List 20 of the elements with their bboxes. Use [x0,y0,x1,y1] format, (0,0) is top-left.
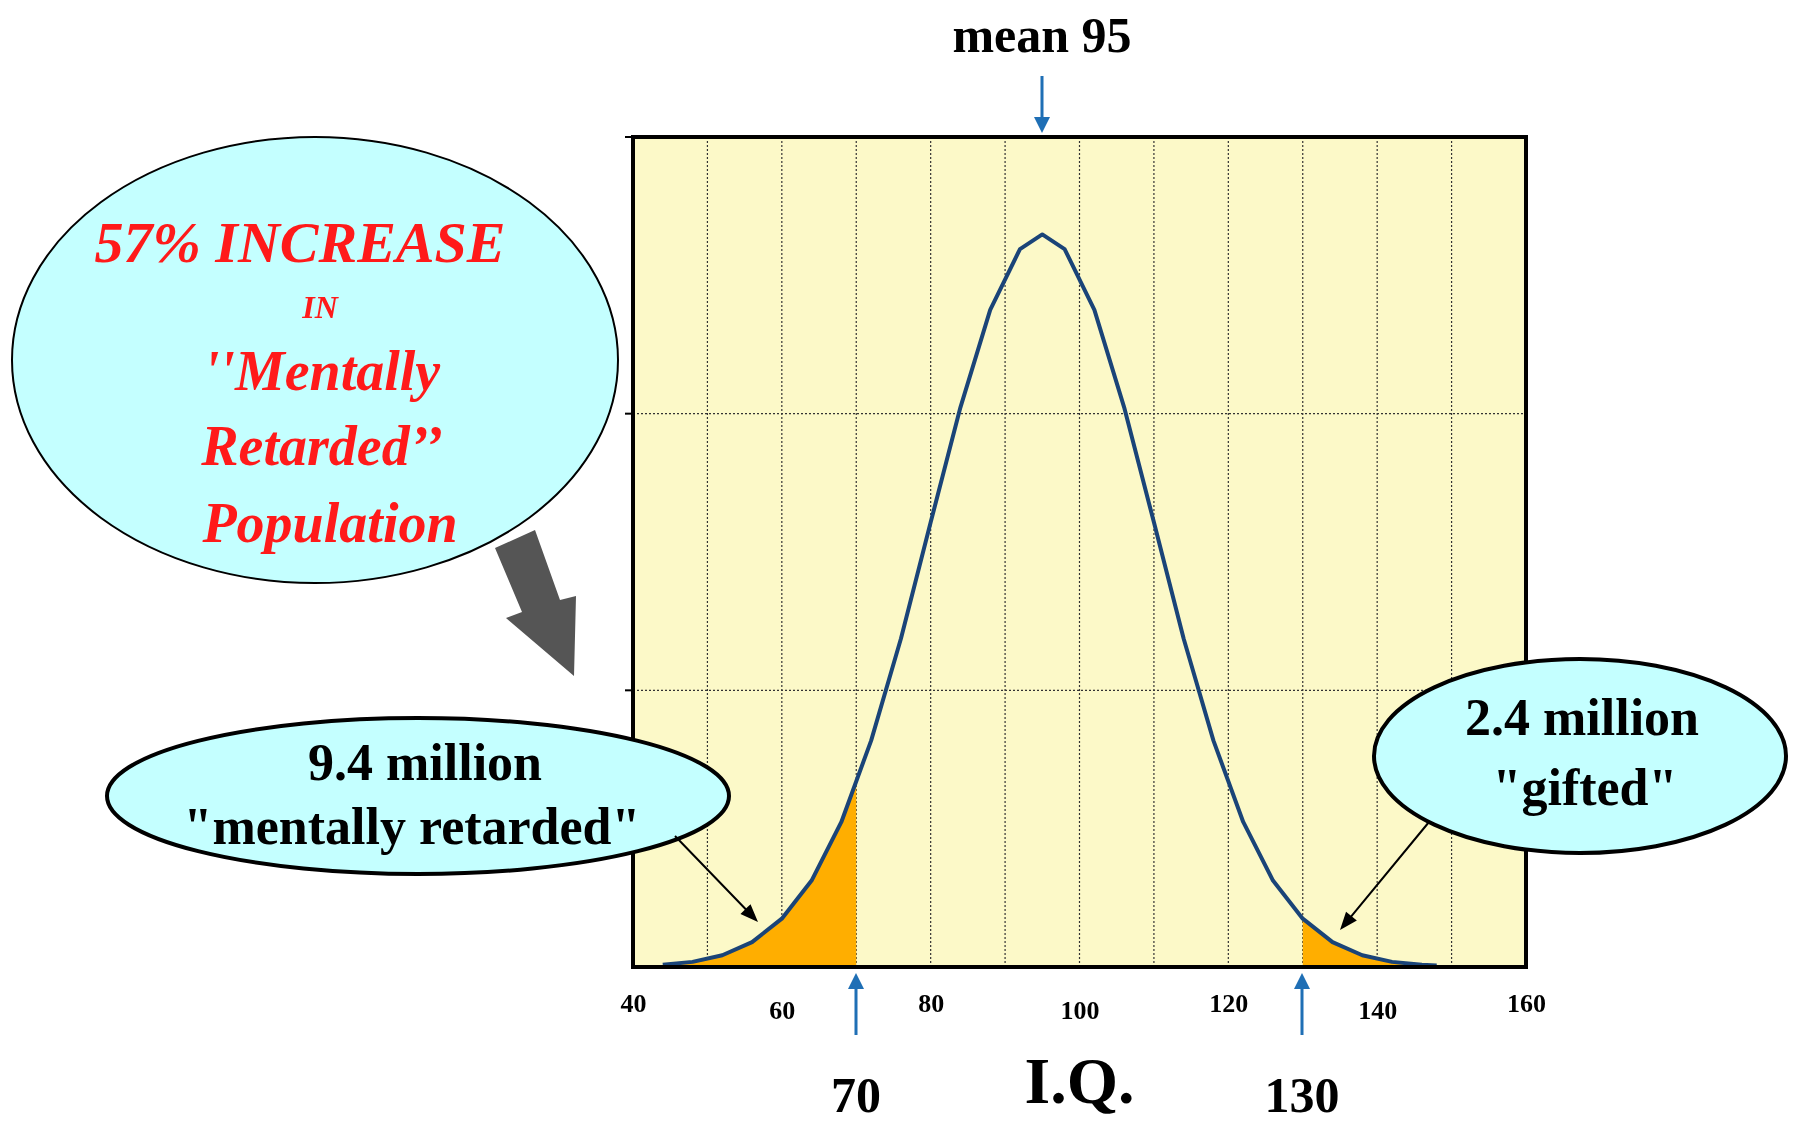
x-tick-label: 120 [1209,988,1249,1018]
text: 57% INCREASE [94,210,506,275]
text: ''Mentally [203,340,442,402]
text: IN [301,289,340,325]
text: mean 95 [952,7,1132,63]
x-axis-title: I.Q. [1024,1044,1135,1117]
annotation: 2.4 million [1464,689,1700,746]
text: 70 [831,1067,881,1121]
x-tick-label: 140 [1358,996,1398,1026]
x-tick-label: 40 [620,988,647,1018]
text: 9.4 million [307,734,543,791]
x-tick-label: 80 [918,988,945,1018]
text: 130 [1264,1067,1340,1121]
text: Population [201,492,458,554]
text: Retarded’’ [200,415,443,477]
x-tick-label: 160 [1507,988,1546,1018]
annotation: "gifted" [1492,759,1678,816]
annotation: "mentally retarded" [183,798,641,855]
x-tick-label: 60 [769,996,796,1026]
x-tick-label: 100 [1060,996,1100,1026]
